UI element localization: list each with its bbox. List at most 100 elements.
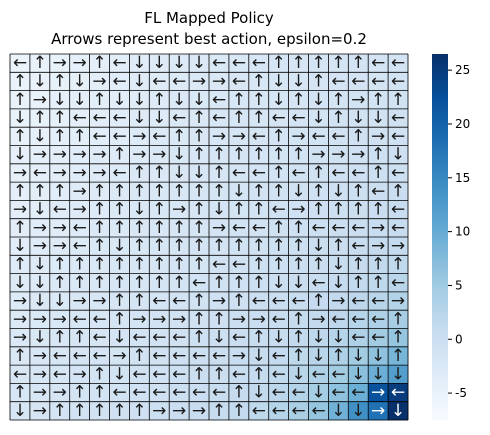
policy-arrow: ↑: [132, 254, 146, 274]
policy-arrow: ↓: [291, 273, 305, 293]
heatmap-cell: [129, 291, 150, 311]
heatmap-cell: [29, 310, 51, 329]
policy-arrow: →: [33, 218, 47, 238]
policy-arrow: ←: [351, 163, 365, 183]
policy-arrow: ↓: [272, 328, 286, 348]
policy-arrow: ↑: [53, 328, 67, 348]
heatmap-cell: [49, 310, 70, 329]
heatmap-cell: [129, 310, 150, 329]
policy-arrow: ←: [192, 346, 206, 366]
policy-arrow: ↑: [272, 126, 286, 146]
policy-arrow: ↓: [391, 364, 405, 384]
policy-arrow: ←: [13, 53, 27, 73]
heatmap-cell: [189, 383, 210, 402]
heatmap-cell: [248, 72, 269, 91]
heatmap-cell: [49, 54, 70, 73]
heatmap-cell: [10, 182, 31, 201]
policy-arrow: →: [92, 163, 106, 183]
policy-arrow: ←: [112, 126, 126, 146]
heatmap-cell: [288, 328, 309, 348]
policy-arrow: ↓: [311, 90, 325, 110]
heatmap-cell: [248, 237, 269, 256]
heatmap-cell: [328, 90, 349, 110]
heatmap-cell: [209, 328, 230, 348]
heatmap-cell: [368, 401, 389, 421]
policy-arrow: ←: [53, 200, 67, 220]
policy-arrow: ←: [371, 181, 385, 201]
heatmap-cell: [149, 200, 170, 219]
heatmap-cell: [189, 200, 210, 219]
heatmap-cell: [10, 90, 31, 110]
policy-arrow: ↑: [311, 71, 325, 91]
policy-arrow: ↑: [371, 163, 385, 183]
policy-arrow: ↑: [192, 200, 206, 220]
policy-arrow: →: [152, 309, 166, 329]
heatmap-cell: [248, 310, 269, 329]
heatmap-cell: [149, 401, 170, 421]
policy-arrow: ←: [272, 364, 286, 384]
heatmap-cell: [189, 218, 210, 238]
policy-arrow: ↑: [53, 401, 67, 421]
heatmap-cell: [209, 365, 230, 384]
heatmap-cell: [288, 145, 309, 165]
heatmap-cell: [69, 237, 90, 256]
policy-arrow: ↑: [252, 273, 266, 293]
policy-arrow: ↑: [252, 181, 266, 201]
policy-arrow: ↓: [331, 328, 345, 348]
policy-arrow: ↑: [152, 163, 166, 183]
policy-arrow: →: [13, 291, 27, 311]
policy-arrow: →: [73, 53, 87, 73]
heatmap-cell: [209, 273, 230, 293]
policy-arrow: ↑: [73, 126, 87, 146]
heatmap-cell: [29, 218, 51, 238]
heatmap-cell: [89, 310, 110, 329]
policy-arrow: ↓: [232, 181, 246, 201]
heatmap-cell: [129, 182, 150, 201]
heatmap-cell: [388, 145, 409, 165]
heatmap-cell: [368, 328, 389, 348]
heatmap-cell: [109, 273, 130, 293]
policy-arrow: ←: [232, 218, 246, 238]
heatmap-cell: [248, 54, 269, 73]
policy-arrow: ↑: [272, 236, 286, 256]
heatmap-cell: [348, 291, 369, 311]
policy-arrow: →: [172, 200, 186, 220]
policy-arrow: ↑: [92, 383, 106, 403]
policy-arrow: ↑: [232, 291, 246, 311]
heatmap-cell: [49, 255, 70, 274]
policy-arrow: ↓: [311, 108, 325, 128]
heatmap-cell: [149, 273, 170, 293]
heatmap-cell: [308, 72, 329, 91]
heatmap-cell: [209, 127, 230, 146]
policy-arrow: ↑: [92, 401, 106, 421]
heatmap-cell: [368, 346, 389, 366]
policy-arrow: ↓: [152, 108, 166, 128]
heatmap-cell: [169, 328, 190, 348]
policy-arrow: ↑: [152, 254, 166, 274]
heatmap-cell: [29, 90, 51, 110]
heatmap-cell: [169, 90, 190, 110]
heatmap-cell: [348, 346, 369, 366]
heatmap-cell: [129, 365, 150, 384]
policy-arrow: ↑: [252, 71, 266, 91]
heatmap-cell: [248, 145, 269, 165]
heatmap-cell: [29, 365, 51, 384]
policy-arrow: ↑: [192, 328, 206, 348]
heatmap-cell: [109, 291, 130, 311]
heatmap-cell: [149, 72, 170, 91]
heatmap-cell: [129, 328, 150, 348]
policy-arrow: ↓: [212, 328, 226, 348]
policy-arrow: ↑: [232, 108, 246, 128]
policy-arrow: ↑: [291, 145, 305, 165]
heatmap-cell: [29, 108, 51, 128]
policy-arrow: ←: [291, 108, 305, 128]
policy-arrow: ↑: [232, 90, 246, 110]
policy-arrow: ←: [73, 108, 87, 128]
policy-arrow: ↑: [112, 254, 126, 274]
heatmap-cell: [89, 72, 110, 91]
heatmap-cell: [109, 200, 130, 219]
heatmap-cell: [189, 365, 210, 384]
policy-arrow: ←: [172, 346, 186, 366]
heatmap-cell: [29, 401, 51, 421]
heatmap-cell: [189, 127, 210, 146]
